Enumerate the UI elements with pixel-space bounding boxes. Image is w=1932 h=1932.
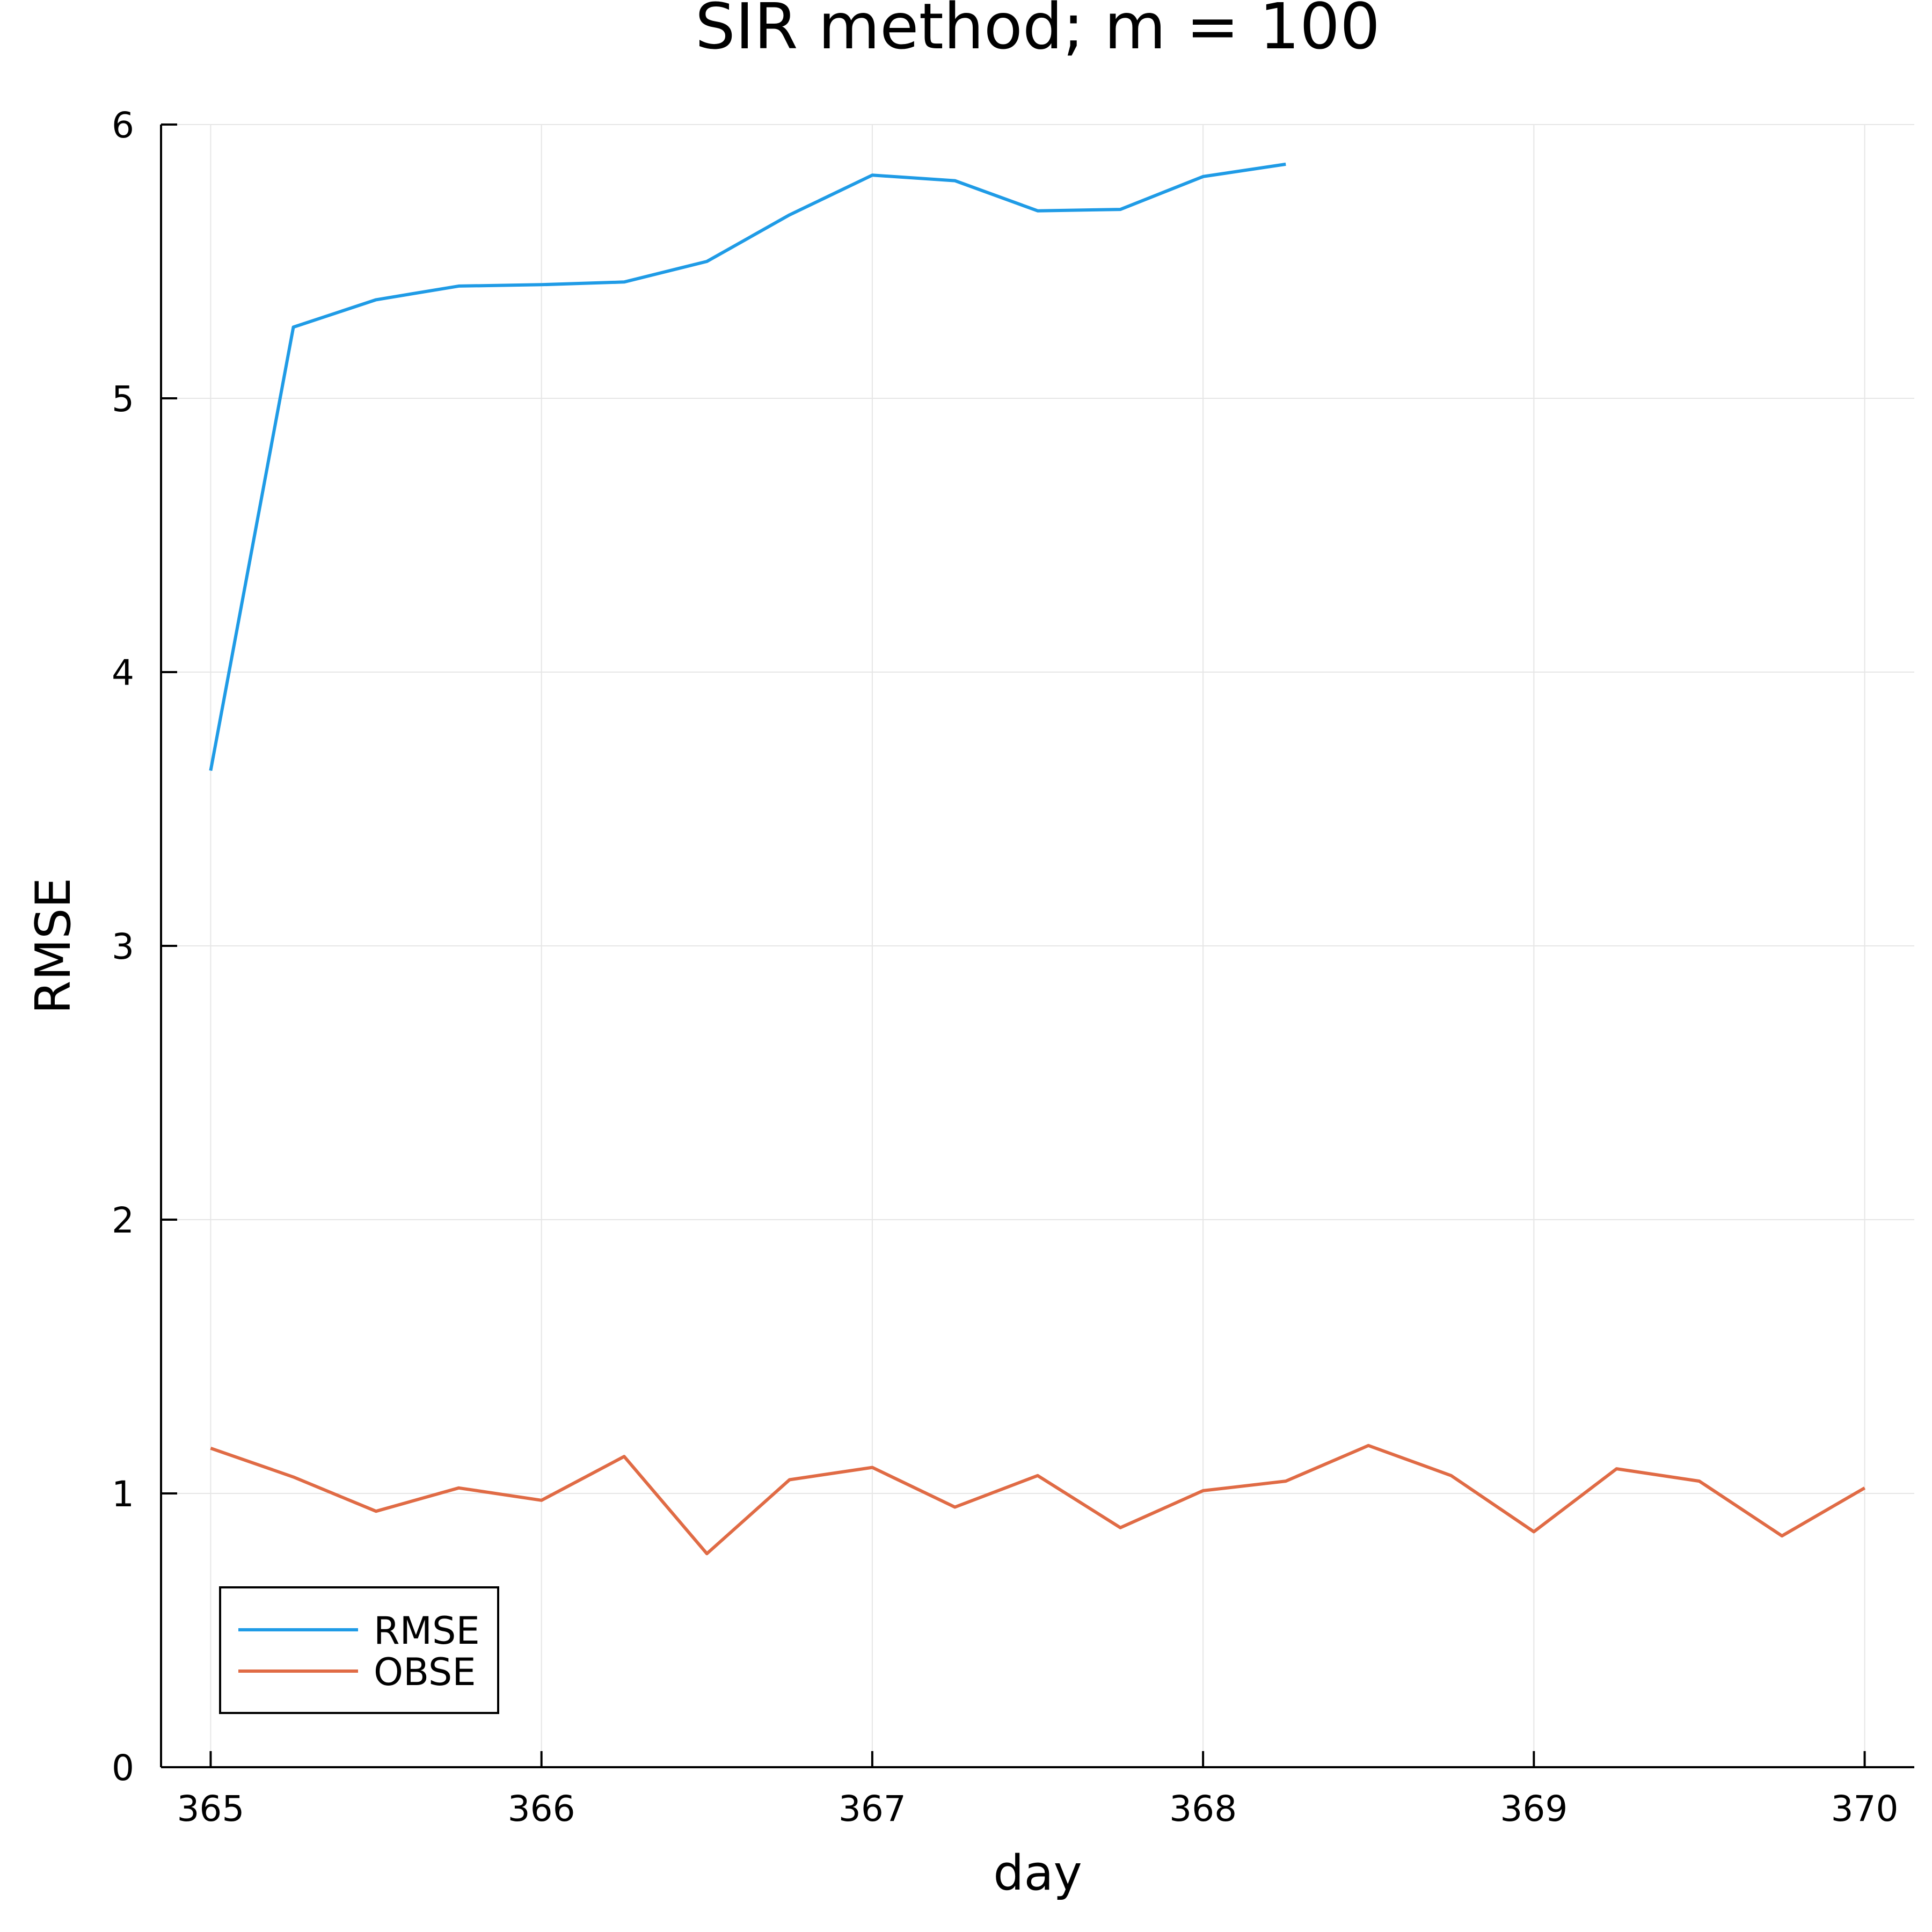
x-tick-label: 369 — [1500, 1788, 1568, 1829]
y-tick-label: 4 — [112, 652, 134, 694]
y-tick-label: 2 — [112, 1200, 134, 1241]
x-tick-label: 370 — [1831, 1788, 1899, 1829]
x-tick-label: 368 — [1169, 1788, 1237, 1829]
y-tick-label: 6 — [112, 105, 134, 146]
legend: RMSE OBSE — [219, 1586, 499, 1714]
x-tick-label: 367 — [839, 1788, 906, 1829]
y-tick-label: 0 — [112, 1747, 134, 1789]
grid — [161, 124, 1914, 1768]
legend-label-obse: OBSE — [374, 1650, 476, 1694]
chart-title: SIR method; m = 100 — [695, 0, 1380, 63]
series-line-obse — [210, 1443, 1866, 1556]
x-tick-label: 366 — [508, 1788, 575, 1829]
legend-label-rmse: RMSE — [374, 1609, 480, 1653]
series-layer — [209, 162, 1866, 1556]
y-axis-label: RMSE — [25, 878, 82, 1014]
y-tick-label: 3 — [112, 926, 134, 967]
y-tick-label: 5 — [112, 378, 134, 420]
legend-box — [219, 1586, 499, 1714]
series-line-rmse — [209, 162, 1286, 771]
ticks: 365 366 367 368 369 370 0 1 2 3 4 5 6 — [112, 105, 1899, 1829]
x-axis-label: day — [993, 1845, 1082, 1901]
y-tick-label: 1 — [112, 1474, 134, 1515]
x-tick-label: 365 — [177, 1788, 244, 1829]
